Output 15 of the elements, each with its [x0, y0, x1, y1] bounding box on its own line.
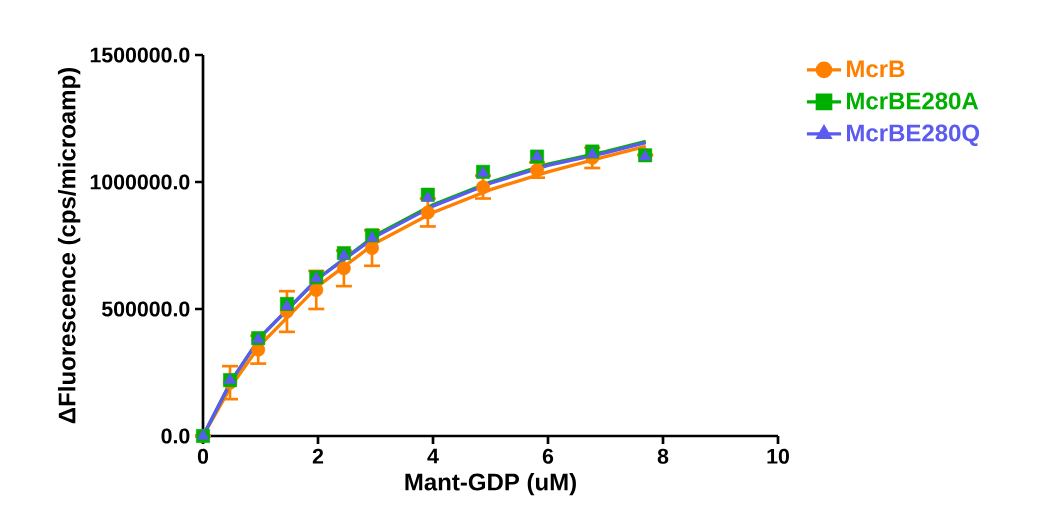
legend-label: McrB — [847, 60, 905, 78]
x-axis-title: Mant-GDP (uM) — [405, 472, 576, 496]
legend-label: McrBE280A — [847, 92, 979, 110]
y-axis-title: ΔFluorescence (cps/microamp) — [57, 68, 81, 424]
y-tick-label: 1000000.0 — [90, 174, 190, 190]
x-tick-label: 4 — [427, 448, 439, 464]
x-tick-label: 2 — [312, 448, 324, 464]
x-tick-label: 10 — [767, 448, 789, 464]
y-tick-label: 0.0 — [161, 428, 190, 444]
y-tick-label: 500000.0 — [101, 301, 190, 317]
x-tick-label: 8 — [657, 448, 669, 464]
legend-label: McrBE280Q — [847, 124, 980, 147]
x-tick-label: 0 — [197, 448, 209, 464]
y-tick-label: 1500000.0 — [90, 47, 190, 63]
x-tick-label: 6 — [542, 448, 554, 464]
